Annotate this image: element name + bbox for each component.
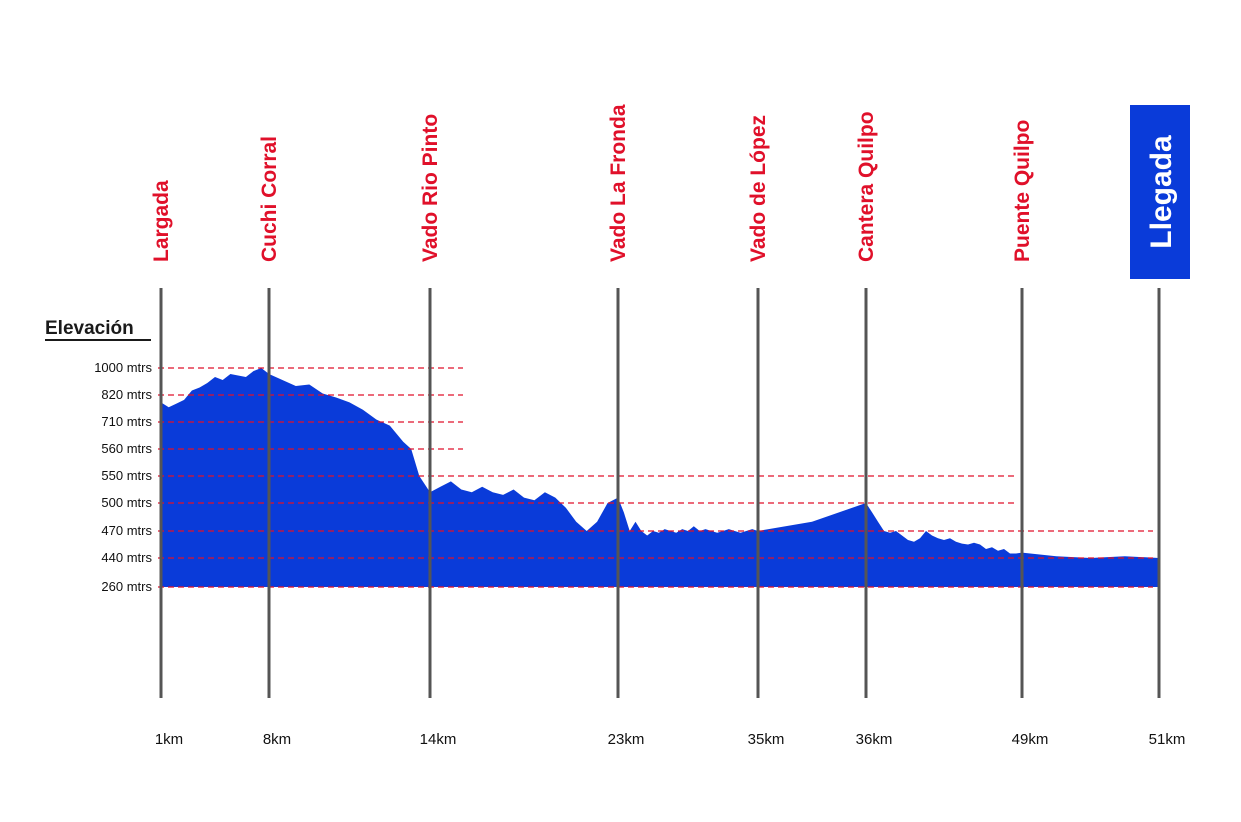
x-tick-labels: 1km 8km 14km 23km 35km 36km 49km 51km bbox=[155, 731, 1186, 748]
y-tick-label: 710 mtrs bbox=[101, 414, 152, 429]
y-tick-label: 470 mtrs bbox=[101, 523, 152, 538]
x-tick-label: 14km bbox=[420, 731, 457, 748]
y-tick-label: 260 mtrs bbox=[101, 579, 152, 594]
checkpoint-label: Vado de López bbox=[747, 115, 770, 262]
x-tick-label: 36km bbox=[856, 731, 893, 748]
x-tick-label: 1km bbox=[155, 731, 183, 748]
y-tick-label: 550 mtrs bbox=[101, 468, 152, 483]
y-tick-label: 560 mtrs bbox=[101, 441, 152, 456]
x-tick-label: 35km bbox=[748, 731, 785, 748]
checkpoint-label: Vado Rio Pinto bbox=[419, 114, 442, 262]
finish-box bbox=[1130, 105, 1190, 279]
elevation-profile-area bbox=[161, 368, 1159, 587]
x-tick-label: 8km bbox=[263, 731, 291, 748]
finish-label: Llegada bbox=[1145, 135, 1178, 249]
x-tick-label: 51km bbox=[1149, 731, 1186, 748]
y-tick-label: 820 mtrs bbox=[101, 387, 152, 402]
x-tick-label: 23km bbox=[608, 731, 645, 748]
y-tick-label: 440 mtrs bbox=[101, 550, 152, 565]
checkpoint-lines bbox=[159, 288, 1161, 698]
y-tick-label: 500 mtrs bbox=[101, 495, 152, 510]
checkpoint-label: Cantera Quilpo bbox=[855, 111, 878, 262]
checkpoint-label: Puente Quilpo bbox=[1011, 120, 1034, 262]
checkpoint-label: Largada bbox=[150, 180, 173, 262]
checkpoint-labels: Largada Cuchi Corral Vado Rio Pinto Vado La… bbox=[150, 104, 1190, 279]
checkpoint-label: Vado La Fronda bbox=[607, 104, 630, 262]
elevation-area bbox=[161, 368, 1159, 587]
x-tick-label: 49km bbox=[1012, 731, 1049, 748]
y-tick-labels: 1000 mtrs 820 mtrs 710 mtrs 560 mtrs 550 mtr… bbox=[94, 360, 152, 594]
checkpoint-label: Cuchi Corral bbox=[258, 136, 281, 262]
elevation-gridlines bbox=[158, 367, 1153, 588]
y-tick-label: 1000 mtrs bbox=[94, 360, 152, 375]
y-axis-label: Elevación bbox=[45, 318, 134, 339]
